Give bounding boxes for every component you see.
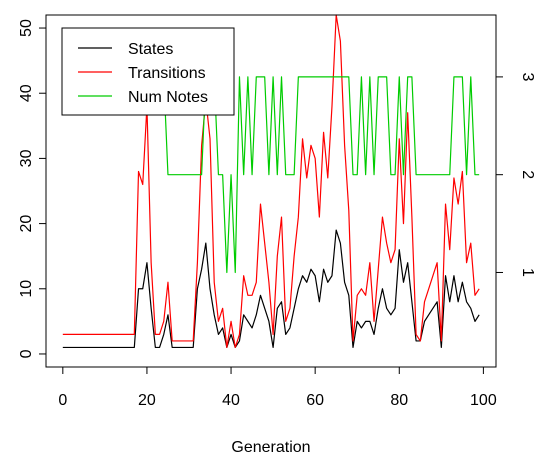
series-line-1 bbox=[62, 14, 480, 349]
x-tick-label: 80 bbox=[390, 392, 408, 409]
x-tick-label: 0 bbox=[58, 392, 67, 409]
y-tick-label: 10 bbox=[18, 280, 35, 298]
legend-label-2: Num Notes bbox=[128, 89, 208, 106]
secondary-y-axis: 1 2 3 bbox=[495, 72, 536, 277]
series-line-0 bbox=[62, 229, 480, 349]
legend: States Transitions Num Notes bbox=[61, 27, 235, 116]
y-tick-label: 50 bbox=[18, 19, 35, 37]
series-line-2 bbox=[62, 76, 480, 274]
x-tick-label: 60 bbox=[306, 392, 324, 409]
x-tick-label: 100 bbox=[470, 392, 497, 409]
x-tick-label: 20 bbox=[138, 392, 156, 409]
y-tick-label: 30 bbox=[18, 149, 35, 167]
y2-tick-label: 1 bbox=[519, 268, 536, 277]
y2-tick-label: 3 bbox=[519, 72, 536, 81]
x-axis-title: Generation bbox=[231, 439, 310, 456]
x-tick-label: 40 bbox=[222, 392, 240, 409]
x-axis: 0 20 40 60 80 100 bbox=[58, 366, 497, 409]
y-axis: 0 10 20 30 40 50 bbox=[18, 19, 47, 358]
plot-lines bbox=[62, 14, 480, 349]
y2-tick-label: 2 bbox=[519, 170, 536, 179]
y-tick-label: 0 bbox=[18, 349, 35, 358]
y-tick-label: 40 bbox=[18, 84, 35, 102]
legend-label-1: Transitions bbox=[128, 65, 206, 82]
y-tick-label: 20 bbox=[18, 215, 35, 233]
legend-label-0: States bbox=[128, 41, 173, 58]
